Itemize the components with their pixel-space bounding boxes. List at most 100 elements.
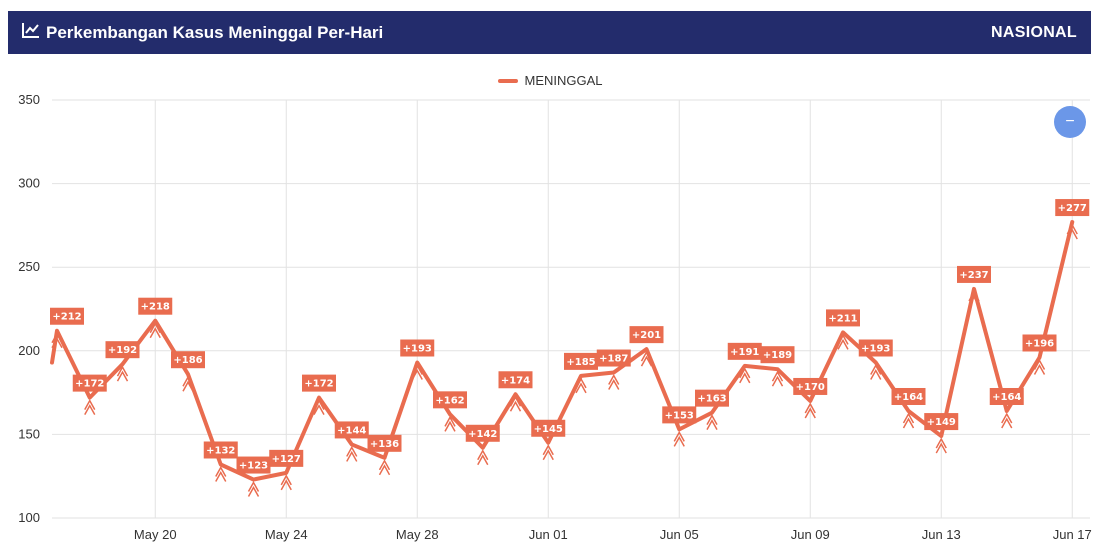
data-label-box (367, 434, 402, 452)
data-label-box (531, 419, 566, 437)
point-marker (444, 415, 456, 427)
data-point (1033, 358, 1046, 375)
point-marker (116, 365, 129, 377)
point-marker-tail (84, 404, 96, 415)
y-tick-label: 150 (18, 426, 40, 441)
data-label-box (269, 449, 304, 467)
point-marker (1033, 358, 1046, 370)
point-marker (640, 350, 653, 362)
x-tick-label: Jun 13 (922, 527, 961, 542)
x-tick-label: May 24 (265, 527, 308, 542)
data-point (542, 444, 554, 461)
data-label-box (171, 351, 205, 369)
data-point (51, 332, 63, 349)
point-marker (771, 370, 784, 382)
point-marker-tail (411, 368, 423, 380)
point-marker-tail (149, 327, 161, 339)
data-label: +149 (927, 417, 956, 428)
data-label-box (498, 371, 533, 389)
point-marker-tail (215, 470, 227, 482)
point-marker-tail (575, 382, 587, 394)
point-marker (182, 375, 194, 387)
point-marker-tail (673, 435, 685, 447)
data-label-box (629, 326, 664, 344)
data-label: +170 (796, 382, 825, 393)
data-point (935, 437, 947, 454)
point-marker (477, 449, 489, 461)
point-marker-tail (1066, 228, 1078, 240)
point-marker (247, 480, 260, 492)
data-point (477, 449, 489, 466)
data-point (509, 395, 522, 412)
zoom-out-button[interactable]: − (1054, 106, 1086, 138)
data-point (870, 363, 882, 380)
data-point (444, 415, 456, 432)
data-point (771, 370, 784, 387)
point-marker-tail (771, 375, 784, 387)
point-marker-tail (51, 337, 63, 349)
point-marker-tail (509, 400, 522, 412)
data-point (706, 414, 718, 431)
data-label-box (1055, 199, 1090, 217)
point-marker-tail (182, 380, 194, 392)
data-label-box (891, 387, 926, 405)
point-marker (51, 332, 63, 344)
point-marker (280, 474, 292, 486)
point-marker-tail (1001, 417, 1013, 429)
data-label: +164 (992, 392, 1021, 403)
data-label-box (105, 341, 140, 359)
point-marker (411, 363, 423, 375)
data-label-box (138, 297, 173, 315)
data-point (84, 399, 96, 415)
point-marker-tail (477, 454, 489, 466)
data-point (1066, 223, 1078, 240)
data-point (411, 363, 423, 380)
point-marker (902, 412, 915, 424)
point-marker-tail (1033, 363, 1046, 375)
x-tick-label: Jun 01 (529, 527, 568, 542)
x-tick-label: May 20 (134, 527, 177, 542)
data-label-box (236, 456, 271, 474)
data-label: +189 (763, 350, 792, 361)
data-point (215, 465, 227, 482)
point-marker-tail (935, 442, 947, 454)
data-label: +153 (665, 410, 694, 421)
data-label: +164 (894, 392, 923, 403)
data-label-box (727, 342, 762, 360)
point-marker (215, 465, 227, 477)
x-tick-label: May 28 (396, 527, 439, 542)
point-marker-tail (804, 407, 816, 419)
data-label: +163 (697, 394, 726, 405)
data-label: +218 (141, 302, 170, 313)
data-label-box (957, 265, 991, 283)
point-marker (346, 445, 358, 457)
data-point (149, 322, 161, 339)
point-marker-tail (902, 417, 915, 429)
point-marker (1066, 223, 1078, 235)
data-label: +277 (1058, 203, 1087, 214)
point-marker (608, 373, 620, 385)
point-marker (509, 395, 522, 407)
point-marker-tail (706, 419, 718, 431)
point-marker (673, 430, 685, 442)
point-marker (1001, 412, 1013, 424)
point-marker-tail (247, 485, 260, 497)
data-label: +174 (501, 375, 530, 386)
point-marker (313, 399, 325, 410)
point-marker-tail (837, 338, 849, 350)
data-label: +193 (861, 344, 890, 355)
chart-legend[interactable]: MENINGGAL (0, 73, 1101, 88)
point-marker (870, 363, 882, 375)
header-title: Perkembangan Kasus Meninggal Per-Hari (46, 22, 384, 42)
data-label-box (695, 389, 729, 407)
data-label: +185 (566, 357, 595, 368)
data-label-box (433, 391, 467, 409)
minus-icon: − (1065, 113, 1075, 130)
data-point (313, 399, 325, 415)
data-point (116, 365, 129, 382)
data-label-box (858, 339, 893, 357)
data-label: +127 (272, 454, 301, 465)
data-point (280, 474, 292, 491)
data-label: +237 (959, 270, 988, 281)
